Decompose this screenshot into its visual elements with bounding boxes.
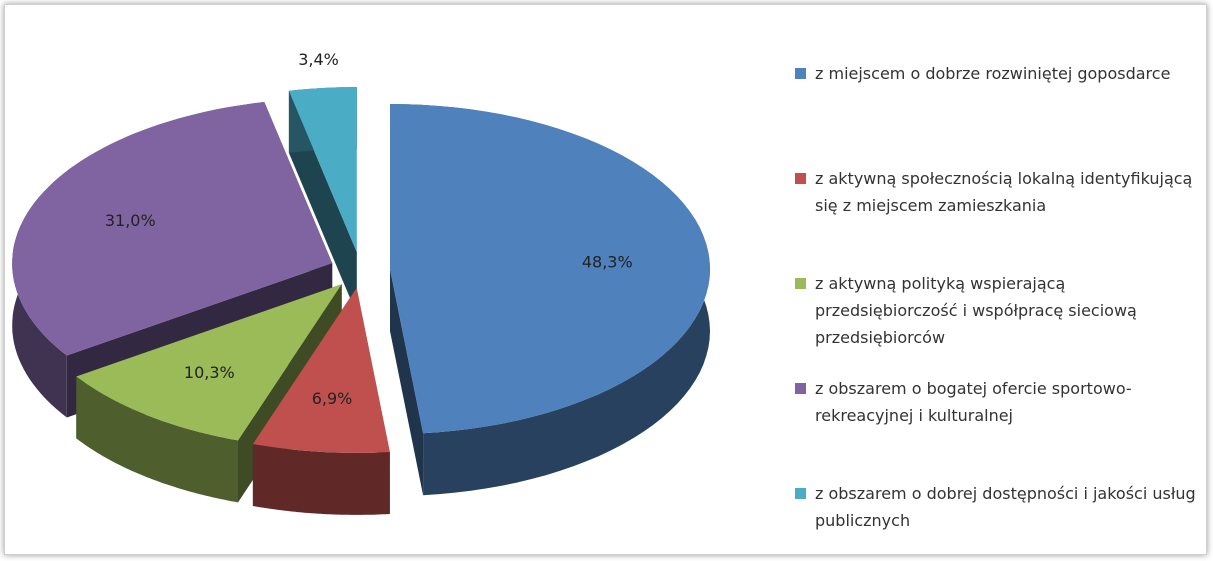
legend-swatch bbox=[795, 383, 806, 394]
data-label: 3,4% bbox=[298, 50, 339, 69]
slice-side bbox=[76, 376, 238, 503]
legend-label: z obszarem o bogatej ofercie sportowo-re… bbox=[815, 379, 1132, 425]
legend-label: z aktywną polityką wspierającą przedsięb… bbox=[815, 274, 1137, 347]
slice bbox=[390, 104, 710, 434]
legend-swatch bbox=[795, 68, 806, 79]
legend-item: z miejscem o dobrze rozwiniętej goposdar… bbox=[795, 60, 1205, 165]
legend-label: z miejscem o dobrze rozwiniętej goposdar… bbox=[815, 64, 1171, 83]
slice bbox=[12, 102, 333, 356]
data-label: 10,3% bbox=[184, 363, 235, 382]
legend-item: z aktywną społecznością lokalną identyfi… bbox=[795, 165, 1205, 270]
data-label: 48,3% bbox=[582, 253, 633, 272]
legend-swatch bbox=[795, 488, 806, 499]
slice-side bbox=[252, 444, 390, 515]
legend-label: z aktywną społecznością lokalną identyfi… bbox=[815, 169, 1193, 215]
legend-item: z obszarem o dobrej dostępności i jakośc… bbox=[795, 480, 1205, 561]
legend-swatch bbox=[795, 173, 806, 184]
legend-item: z obszarem o bogatej ofercie sportowo-re… bbox=[795, 375, 1205, 480]
data-label: 6,9% bbox=[312, 389, 353, 408]
legend-item: z aktywną polityką wspierającą przedsięb… bbox=[795, 270, 1205, 375]
slice bbox=[288, 87, 357, 253]
legend: z miejscem o dobrze rozwiniętej goposdar… bbox=[795, 60, 1205, 561]
frame bbox=[4, 4, 1207, 555]
legend-label: z obszarem o dobrej dostępności i jakośc… bbox=[815, 484, 1196, 530]
slice-wall bbox=[390, 269, 424, 496]
slice bbox=[76, 284, 342, 441]
legend-swatch bbox=[795, 278, 806, 289]
slice bbox=[252, 287, 390, 453]
data-label: 31,0% bbox=[105, 211, 156, 230]
